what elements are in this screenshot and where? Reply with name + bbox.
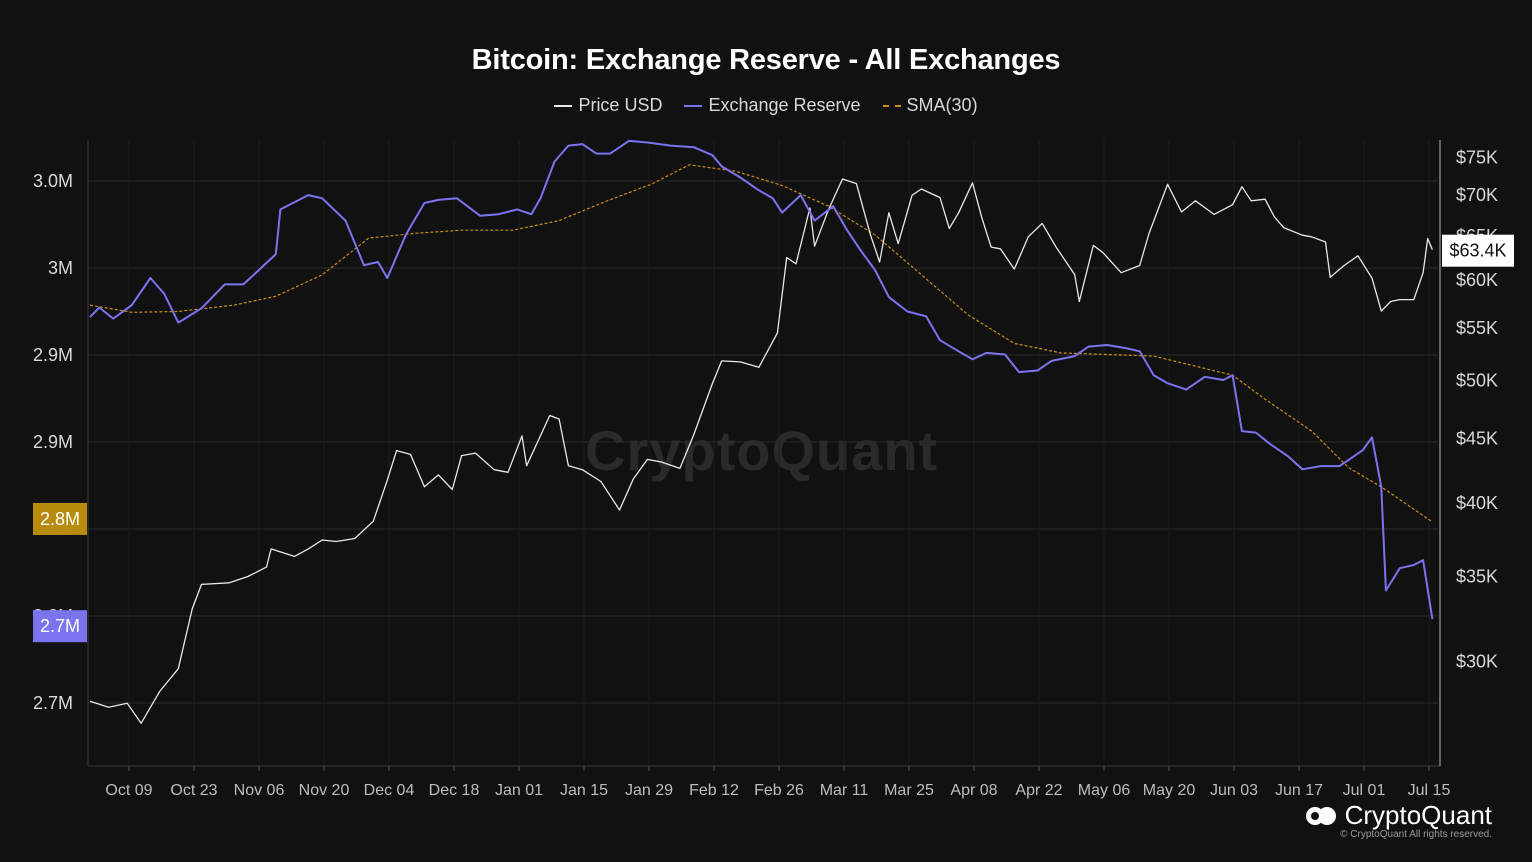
sma-last-badge: 2.8M <box>40 509 80 529</box>
x-tick-label: Jul 15 <box>1408 782 1451 799</box>
legend-item-price[interactable]: Price USD <box>554 95 662 116</box>
x-tick-label: Nov 20 <box>299 782 350 799</box>
price-last-badge-bg <box>1442 234 1514 267</box>
y-right-tick-label: $70K <box>1456 185 1498 205</box>
brand-logo: CryptoQuant <box>1305 800 1492 831</box>
sma-last-badge-bg <box>33 502 87 535</box>
x-tick-label: Jan 01 <box>495 782 543 799</box>
y-left-tick-label: 3M <box>48 258 73 278</box>
x-tick-label: Jun 03 <box>1210 782 1258 799</box>
x-tick-label: Jan 15 <box>560 782 608 799</box>
reserve-last-badge: 2.7M <box>40 616 80 636</box>
x-tick-label: Mar 11 <box>820 782 869 799</box>
cryptoquant-logo-icon <box>1305 806 1336 825</box>
y-left-tick-label: 3.0M <box>33 171 73 191</box>
x-tick-label: May 20 <box>1143 782 1196 799</box>
y-right-tick-label: $40K <box>1456 493 1498 513</box>
x-tick-label: Apr 22 <box>1015 782 1062 799</box>
legend-swatch-sma <box>882 104 901 107</box>
y-right-tick-label: $75K <box>1456 147 1498 167</box>
y-right-tick-label: $35K <box>1456 566 1498 586</box>
y-right-tick-label: $45K <box>1456 428 1498 448</box>
chart-title: Bitcoin: Exchange Reserve - All Exchange… <box>471 44 1061 76</box>
reserve-line <box>89 139 1434 620</box>
legend-item-sma[interactable]: SMA(30) <box>882 95 978 116</box>
y-right-tick-label: $55K <box>1456 318 1498 338</box>
x-tick-label: Oct 09 <box>105 782 152 799</box>
legend-label-price: Price USD <box>578 95 663 115</box>
x-tick-label: Nov 06 <box>234 782 285 799</box>
x-tick-label: Jan 29 <box>625 782 673 799</box>
y-right-tick-label: $60K <box>1456 270 1498 290</box>
x-tick-label: Mar 25 <box>884 782 934 799</box>
y-right-tick-label: $50K <box>1456 370 1498 390</box>
y-left-tick-label: 2.7M <box>33 693 73 713</box>
legend-swatch-price <box>554 104 573 107</box>
x-tick-label: Dec 04 <box>364 782 415 799</box>
legend-item-reserve[interactable]: Exchange Reserve <box>684 95 861 116</box>
price-line <box>89 178 1433 724</box>
price-last-badge: $63.4K <box>1449 241 1506 261</box>
y-left-tick-label: 2.9M <box>33 345 73 365</box>
x-tick-label: Dec 18 <box>429 782 480 799</box>
x-tick-label: Apr 08 <box>950 782 997 799</box>
legend-label-sma: SMA(30) <box>906 95 978 115</box>
legend-label-reserve: Exchange Reserve <box>708 95 861 115</box>
chart-legend: Price USD Exchange Reserve SMA(30) <box>0 95 1532 116</box>
x-tick-label: Feb 26 <box>754 782 804 799</box>
legend-swatch-reserve <box>684 104 703 107</box>
y-right-tick-label: $30K <box>1456 651 1498 671</box>
x-tick-label: Feb 12 <box>689 782 739 799</box>
x-tick-label: Jun 17 <box>1275 782 1323 799</box>
y-left-tick-label: 2.9M <box>33 432 73 452</box>
sma-line <box>89 164 1433 523</box>
x-tick-label: May 06 <box>1078 782 1131 799</box>
watermark-text: CryptoQuant <box>585 419 939 482</box>
x-tick-label: Jul 01 <box>1343 782 1386 799</box>
brand-name: CryptoQuant <box>1344 800 1492 830</box>
reserve-last-badge-bg <box>33 610 87 643</box>
copyright-text: © CryptoQuant All rights reserved. <box>1340 829 1492 840</box>
x-tick-label: Oct 23 <box>170 782 217 799</box>
